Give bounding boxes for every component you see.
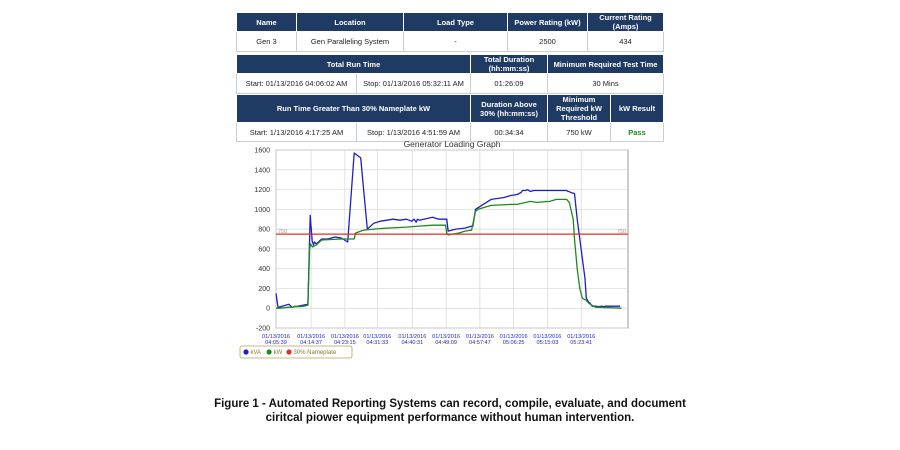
figure-caption: Figure 1 - Automated Reporting Systems c… [0, 397, 900, 425]
y-tick-label: 800 [258, 227, 270, 234]
above-nameplate-header: Run Time Greater Than 30% Nameplate kW D… [236, 94, 664, 123]
cell-above-stop: Stop: 1/13/2016 4:51:59 AM [356, 122, 471, 142]
x-tick-date: 01/13/2016 [297, 334, 325, 340]
x-tick-time: 04:05:39 [265, 340, 287, 346]
table-row: Start: 01/13/2016 04:06:02 AM Stop: 01/1… [236, 73, 665, 94]
total-run-time-header: Total Run Time Total Duration (hh:mm:ss)… [235, 54, 665, 74]
chart-legend [239, 345, 353, 359]
x-tick-time: 05:23:41 [570, 340, 592, 346]
y-tick-label: 1200 [254, 187, 270, 194]
x-tick-time: 04:57:47 [469, 340, 491, 346]
x-tick-date: 01/13/2016 [466, 334, 494, 340]
x-tick-time: 04:23:15 [334, 340, 356, 346]
x-tick-time: 04:31:33 [366, 340, 388, 346]
legend-label: 30% Nameplate [294, 350, 337, 356]
x-tick-date: 01/13/2016 [500, 334, 528, 340]
caption-line-1: Figure 1 - Automated Reporting Systems c… [214, 398, 686, 410]
col-header-total-run-time: Total Run Time [235, 54, 472, 74]
col-header-location: Location [296, 12, 404, 32]
cell-run-start: Start: 01/13/2016 04:06:02 AM [236, 73, 357, 94]
legend-marker [243, 349, 249, 355]
y-tick-label: 1600 [254, 148, 270, 155]
generator-info-table: Name Location Load Type Power Rating (kW… [236, 12, 664, 52]
col-header-min-kw-threshold: Minimum Required kW Threshold [547, 94, 611, 123]
col-header-current-rating: Current Rating (Amps) [587, 12, 664, 32]
cell-total-duration: 01:26:09 [470, 73, 549, 94]
col-header-min-test-time: Minimum Required Test Time [547, 54, 665, 74]
x-tick-date: 01/13/2016 [331, 334, 359, 340]
generator-info-header: Name Location Load Type Power Rating (kW… [236, 12, 664, 32]
cell-load-type: - [403, 31, 508, 52]
col-header-total-duration: Total Duration (hh:mm:ss) [470, 54, 549, 74]
cell-current-rating: 434 [587, 31, 664, 52]
cell-power-rating: 2500 [507, 31, 588, 52]
col-header-run-time-above: Run Time Greater Than 30% Nameplate kW [236, 94, 471, 123]
x-tick-date: 01/13/2016 [363, 334, 391, 340]
table-row: Gen 3 Gen Paralleling System - 2500 434 [236, 31, 664, 52]
x-tick-time: 05:15:03 [537, 340, 559, 346]
legend-marker [286, 349, 292, 355]
chart-title: Generator Loading Graph [404, 139, 501, 149]
x-tick-date: 01/13/2016 [262, 334, 290, 340]
cell-kw-threshold: 750 kW [547, 122, 611, 142]
x-tick-time: 04:40:31 [401, 340, 423, 346]
col-header-duration-above: Duration Above 30% (hh:mm:ss) [470, 94, 548, 123]
legend-marker [266, 349, 272, 355]
y-tick-label: 200 [258, 286, 270, 293]
x-tick-time: 05:06:25 [503, 340, 525, 346]
caption-line-2: ciritcal piower equipment performance wi… [265, 412, 635, 424]
y-tick-label: -200 [256, 326, 270, 333]
threshold-label-right: 750 [617, 229, 626, 235]
y-tick-label: 0 [266, 306, 270, 313]
y-tick-label: 1400 [254, 167, 270, 174]
col-header-name: Name [236, 12, 297, 32]
x-tick-date: 01/13/2016 [398, 334, 426, 340]
x-tick-date: 01/13/2016 [533, 334, 561, 340]
y-tick-label: 600 [258, 246, 270, 253]
legend-label: kW [274, 350, 283, 356]
x-tick-date: 01/13/2016 [567, 334, 595, 340]
x-tick-time: 04:49:09 [435, 340, 457, 346]
total-run-time-table: Total Run Time Total Duration (hh:mm:ss)… [235, 54, 665, 94]
cell-above-start: Start: 1/13/2016 4:17:25 AM [236, 122, 357, 142]
above-nameplate-table: Run Time Greater Than 30% Nameplate kW D… [236, 94, 664, 142]
col-header-load-type: Load Type [403, 12, 508, 32]
generator-loading-chart: -200 0 200 400 600 800 1000 1200 1400 1600 01/13/2… [239, 139, 629, 359]
cell-duration-above: 00:34:34 [470, 122, 548, 142]
col-header-kw-result: kW Result [610, 94, 664, 123]
kw-result-badge: Pass [610, 122, 664, 142]
table-row: Start: 1/13/2016 4:17:25 AM Stop: 1/13/2… [236, 122, 664, 142]
x-tick-date: 01/13/2016 [432, 334, 460, 340]
cell-run-stop: Stop: 01/13/2016 05:32:11 AM [355, 73, 472, 94]
col-header-power-rating: Power Rating (kW) [507, 12, 588, 32]
x-tick-time: 04:14:37 [300, 340, 322, 346]
cell-min-test-time: 30 Mins [547, 73, 665, 94]
y-tick-label: 400 [258, 266, 270, 273]
y-tick-label: 1000 [254, 207, 270, 214]
cell-location: Gen Paralleling System [296, 31, 404, 52]
kva-series-line [275, 152, 621, 308]
cell-name: Gen 3 [236, 31, 297, 52]
threshold-label-left: 750 [278, 229, 287, 235]
legend-label: kVA [251, 350, 262, 356]
